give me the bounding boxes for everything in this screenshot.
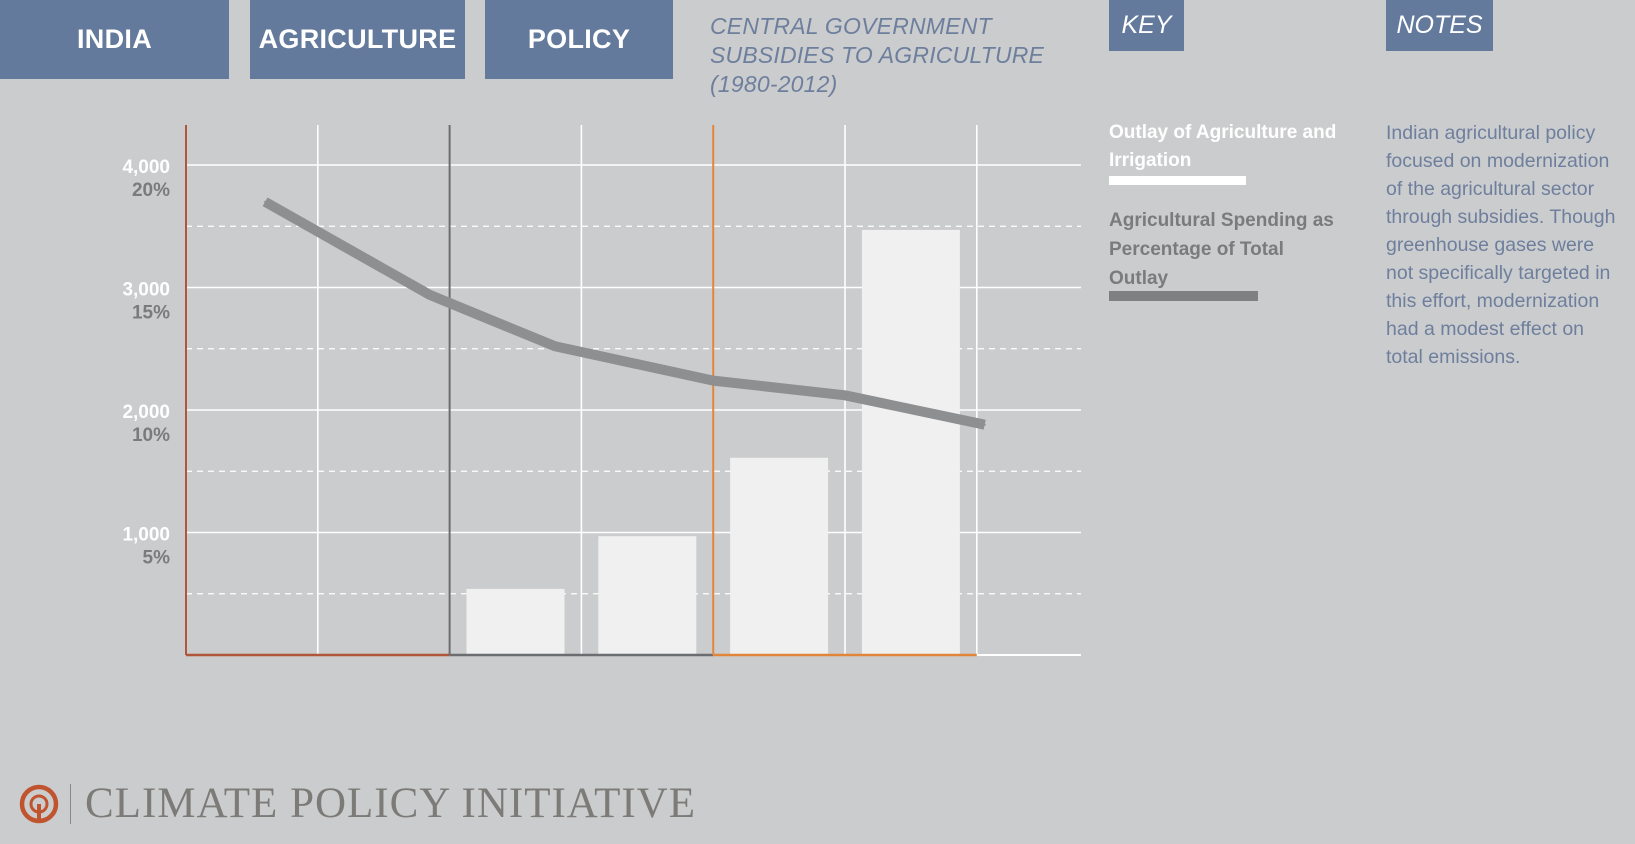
percent-line [262, 197, 986, 430]
y2-tick-label: 5% [143, 548, 171, 569]
legend-percent-label: Agricultural Spending as Percentage of T… [1109, 210, 1334, 289]
y-tick-label: 3,000 [122, 280, 170, 301]
percent-point [554, 345, 557, 348]
chart-bars [466, 229, 960, 656]
bar [598, 536, 697, 655]
legend-percent-swatch [1109, 291, 1258, 301]
notes-tab[interactable]: NOTES [1386, 0, 1493, 51]
y-tick-label: 1,000 [122, 525, 170, 546]
y2-tick-label: 10% [132, 425, 170, 446]
y-tick-label: 4,000 [122, 157, 170, 178]
chart-period-lines [185, 125, 977, 657]
percent-point [428, 293, 431, 296]
notes-text: Indian agricultural policy focused on mo… [1386, 122, 1616, 368]
key-tab[interactable]: KEY [1109, 0, 1184, 51]
legend-outlay-label: Outlay of Agriculture and Irrigation [1109, 122, 1337, 171]
logo-icon [19, 784, 59, 824]
tab-india[interactable]: INDIA [0, 0, 229, 79]
chart-line [262, 197, 986, 430]
bar [730, 457, 829, 655]
percent-point [712, 379, 715, 382]
chart-title: CENTRAL GOVERNMENT SUBSIDIES TO AGRICULT… [710, 13, 1045, 97]
percent-point [844, 394, 846, 397]
y2-tick-label: 20% [132, 180, 170, 201]
y-tick-label: 2,000 [122, 402, 170, 423]
percent-point [983, 423, 986, 426]
y2-tick-label: 15% [132, 303, 170, 324]
legend-outlay-swatch [1109, 176, 1246, 185]
bar [466, 588, 565, 655]
tab-agriculture[interactable]: AGRICULTURE [250, 0, 465, 79]
logo: CLIMATE POLICY INITIATIVE [18, 782, 696, 826]
logo-text: CLIMATE POLICY INITIATIVE [85, 780, 696, 827]
tab-policy[interactable]: POLICY [485, 0, 673, 79]
percent-point [264, 200, 267, 203]
bar [861, 229, 960, 656]
